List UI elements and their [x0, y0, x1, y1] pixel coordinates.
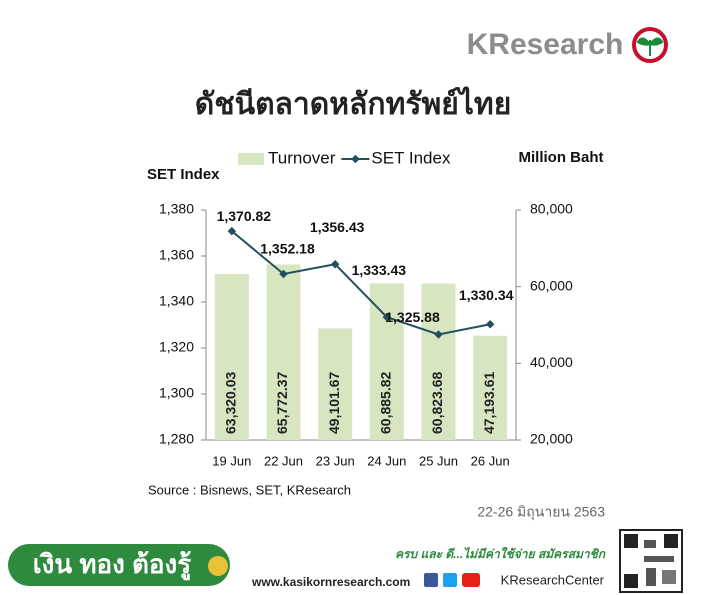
- line: [231, 230, 491, 336]
- line-value-label: 1,370.82: [217, 208, 272, 224]
- legend-swatch: [238, 153, 264, 165]
- y2-tick-label: 20,000: [530, 431, 573, 447]
- y-tick-label: 1,280: [159, 431, 194, 447]
- x-tick-label: 23 Jun: [316, 453, 355, 468]
- bar: [369, 283, 404, 440]
- footer-pill: [8, 544, 230, 586]
- legend-label: Turnover: [268, 148, 336, 167]
- legend-label: SET Index: [371, 148, 451, 167]
- bar-value-label: 63,320.03: [223, 372, 239, 434]
- bar-value-label: 60,823.68: [429, 372, 445, 434]
- y-tick-label: 1,340: [159, 293, 194, 309]
- line-marker: [434, 330, 443, 339]
- line-marker: [485, 319, 495, 329]
- bar-value-label: 65,772.37: [274, 372, 290, 434]
- source: Source : Bisnews, SET, KResearch: [148, 482, 351, 497]
- y2-tick-label: 40,000: [530, 354, 573, 370]
- y2-tick-label: 80,000: [530, 201, 573, 217]
- twitter-icon: [443, 573, 457, 587]
- y-tick-label: 1,300: [159, 385, 194, 401]
- youtube-icon: [462, 573, 480, 587]
- x-tick-label: 22 Jun: [264, 453, 303, 468]
- y-axis-label: SET Index: [147, 166, 220, 183]
- bar: [473, 335, 508, 440]
- legend-marker: [351, 154, 360, 164]
- date: 22-26 มิถุนายน 2563: [477, 504, 605, 521]
- bar: [318, 328, 353, 440]
- qr-code: [619, 529, 683, 593]
- facebook-icon: [424, 573, 438, 587]
- line-marker: [382, 312, 392, 322]
- y2-tick-label: 60,000: [530, 277, 573, 293]
- bar: [266, 264, 301, 440]
- coin-icon: [208, 556, 228, 576]
- chart-title: ดัชนีตลาดหลักทรัพย์ไทย: [195, 86, 512, 121]
- website: www.kasikornresearch.com: [251, 575, 410, 589]
- line-value-label: 1,352.18: [260, 241, 315, 257]
- bar: [214, 273, 249, 440]
- tagline: ครบ และ ดี...ไม่มีค่าใช้จ่าย สมัครสมาชิก: [395, 546, 606, 561]
- slogan: เงิน ทอง ต้องรู้: [33, 549, 191, 581]
- line-value-label: 1,356.43: [310, 219, 365, 235]
- line-value-label: 1,325.88: [385, 309, 440, 325]
- x-tick-label: 25 Jun: [419, 453, 458, 468]
- brand: KResearch: [467, 28, 624, 61]
- bar-value-label: 49,101.67: [326, 372, 342, 434]
- y-tick-label: 1,380: [159, 201, 194, 217]
- y-tick-label: 1,360: [159, 247, 194, 263]
- brand-logo: [632, 27, 668, 63]
- y2-axis-label: Million Baht: [518, 149, 604, 166]
- line-marker: [330, 259, 340, 269]
- x-tick-label: 24 Jun: [367, 453, 406, 468]
- bar: [421, 283, 456, 440]
- y-tick-label: 1,320: [159, 339, 194, 355]
- line-value-label: 1,333.43: [352, 262, 407, 278]
- bar-value-label: 47,193.61: [481, 372, 497, 434]
- bar-value-label: 60,885.82: [378, 372, 394, 434]
- x-tick-label: 26 Jun: [471, 453, 510, 468]
- line-marker: [279, 269, 288, 279]
- line-marker: [227, 226, 237, 236]
- x-tick-label: 19 Jun: [212, 453, 251, 468]
- social-handle: KResearchCenter: [501, 572, 605, 587]
- line-value-label: 1,330.34: [459, 287, 514, 303]
